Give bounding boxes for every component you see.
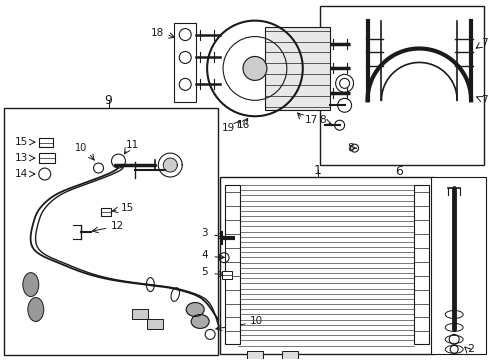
Text: 15: 15 bbox=[15, 137, 28, 147]
Bar bbox=[101, 208, 110, 216]
Text: 19: 19 bbox=[222, 123, 235, 133]
Text: 15: 15 bbox=[120, 203, 133, 213]
Text: 2: 2 bbox=[466, 345, 473, 354]
Text: 16: 16 bbox=[236, 120, 249, 130]
Bar bbox=[281, 351, 297, 359]
Text: 9: 9 bbox=[104, 94, 112, 107]
Bar bbox=[147, 319, 163, 329]
Bar bbox=[174, 23, 196, 102]
Text: 4: 4 bbox=[201, 250, 208, 260]
Bar bbox=[132, 310, 148, 319]
Text: 7: 7 bbox=[480, 95, 487, 105]
Text: 10: 10 bbox=[74, 143, 86, 153]
Text: 5: 5 bbox=[201, 267, 208, 276]
Text: 6: 6 bbox=[395, 165, 403, 177]
Ellipse shape bbox=[186, 302, 203, 316]
Bar bbox=[4, 108, 218, 355]
Text: 12: 12 bbox=[110, 221, 123, 231]
Text: 17: 17 bbox=[304, 115, 317, 125]
Bar bbox=[430, 177, 485, 354]
Text: 10: 10 bbox=[249, 316, 263, 327]
Bar bbox=[246, 351, 263, 359]
Text: 3: 3 bbox=[201, 228, 208, 238]
Ellipse shape bbox=[28, 298, 44, 321]
Circle shape bbox=[243, 57, 266, 80]
Bar bbox=[413, 185, 428, 345]
Text: 11: 11 bbox=[125, 140, 139, 150]
Bar bbox=[222, 271, 232, 279]
Bar bbox=[319, 6, 483, 165]
Ellipse shape bbox=[191, 315, 209, 328]
Bar bbox=[264, 27, 329, 110]
Bar bbox=[39, 153, 55, 163]
Bar bbox=[220, 177, 433, 354]
Text: 8: 8 bbox=[347, 143, 353, 153]
Bar bbox=[224, 185, 240, 345]
Text: 18: 18 bbox=[151, 28, 164, 37]
Text: 7: 7 bbox=[480, 37, 487, 48]
Text: 14: 14 bbox=[15, 169, 28, 179]
Text: 13: 13 bbox=[15, 153, 28, 163]
Text: 1: 1 bbox=[313, 163, 321, 176]
Bar bbox=[39, 138, 53, 147]
Ellipse shape bbox=[23, 273, 39, 297]
Polygon shape bbox=[163, 158, 177, 172]
Text: 8: 8 bbox=[318, 115, 325, 125]
